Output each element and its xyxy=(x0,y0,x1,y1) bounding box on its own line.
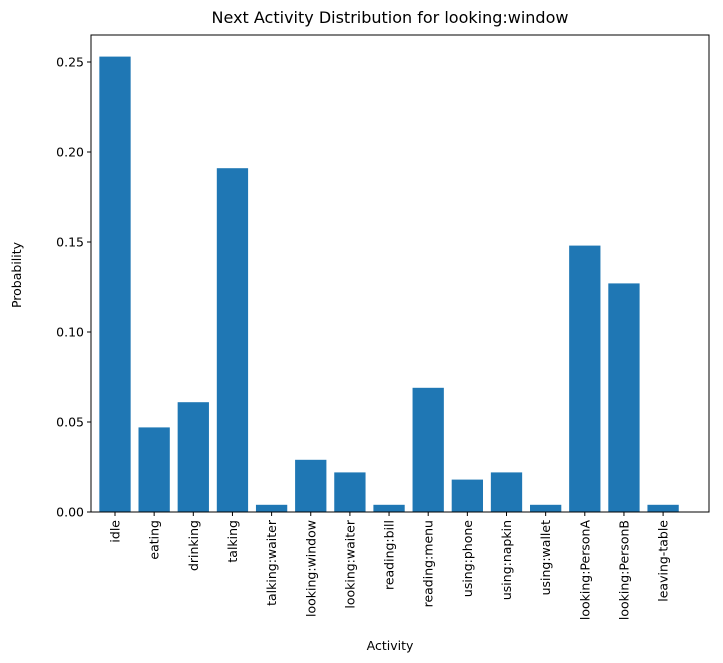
bar-talking-waiter xyxy=(255,504,288,512)
x-tick-label: talking:waiter xyxy=(264,519,279,606)
x-tick-label: talking xyxy=(225,520,240,563)
bar-leaving-table xyxy=(647,504,679,512)
x-tick-label: using:phone xyxy=(460,520,475,597)
bar-looking-persona xyxy=(569,245,601,512)
bar-idle xyxy=(99,56,131,512)
bar-drinking xyxy=(177,402,209,512)
bar-talking xyxy=(216,168,249,512)
y-axis-label: Probability xyxy=(9,241,24,308)
x-axis-label: Activity xyxy=(367,638,414,653)
bar-reading-bill xyxy=(373,504,405,512)
bar-using-wallet xyxy=(530,504,562,512)
x-tick-label: looking:PersonA xyxy=(577,520,592,621)
plot-frame xyxy=(90,34,710,513)
y-tick-label: 0.00 xyxy=(56,505,84,520)
bar-reading-menu xyxy=(412,387,444,512)
x-tick-label: looking:PersonB xyxy=(616,520,631,620)
bar-using-phone xyxy=(451,479,483,512)
x-tick-label: idle xyxy=(108,520,123,543)
bar-using-napkin xyxy=(490,472,523,512)
bar-looking-personb xyxy=(608,283,640,512)
y-tick-label: 0.10 xyxy=(56,325,84,340)
x-tick-label: using:wallet xyxy=(538,520,553,595)
chart-title: Next Activity Distribution for looking:w… xyxy=(212,8,569,27)
bar-looking-waiter xyxy=(334,472,366,512)
y-tick-label: 0.15 xyxy=(56,235,84,250)
x-tick-label: looking:waiter xyxy=(342,519,357,608)
x-tick-label: using:napkin xyxy=(499,520,514,600)
y-tick-label: 0.25 xyxy=(56,55,84,70)
x-tick-label: leaving-table xyxy=(656,520,671,602)
x-tick-label: reading:bill xyxy=(382,520,397,590)
x-tick-label: looking:window xyxy=(303,520,318,617)
y-tick-label: 0.05 xyxy=(56,415,84,430)
x-tick-label: eating xyxy=(147,520,162,560)
plot-area: 0.00 0.05 0.10 0.15 0.20 0.25 idle eating drinki… xyxy=(56,34,710,621)
x-tick-label: drinking xyxy=(186,520,201,571)
y-tick-label: 0.20 xyxy=(56,145,84,160)
bar-eating xyxy=(138,427,170,512)
bar-looking-window xyxy=(295,459,327,512)
x-tick-label: reading:menu xyxy=(421,520,436,607)
